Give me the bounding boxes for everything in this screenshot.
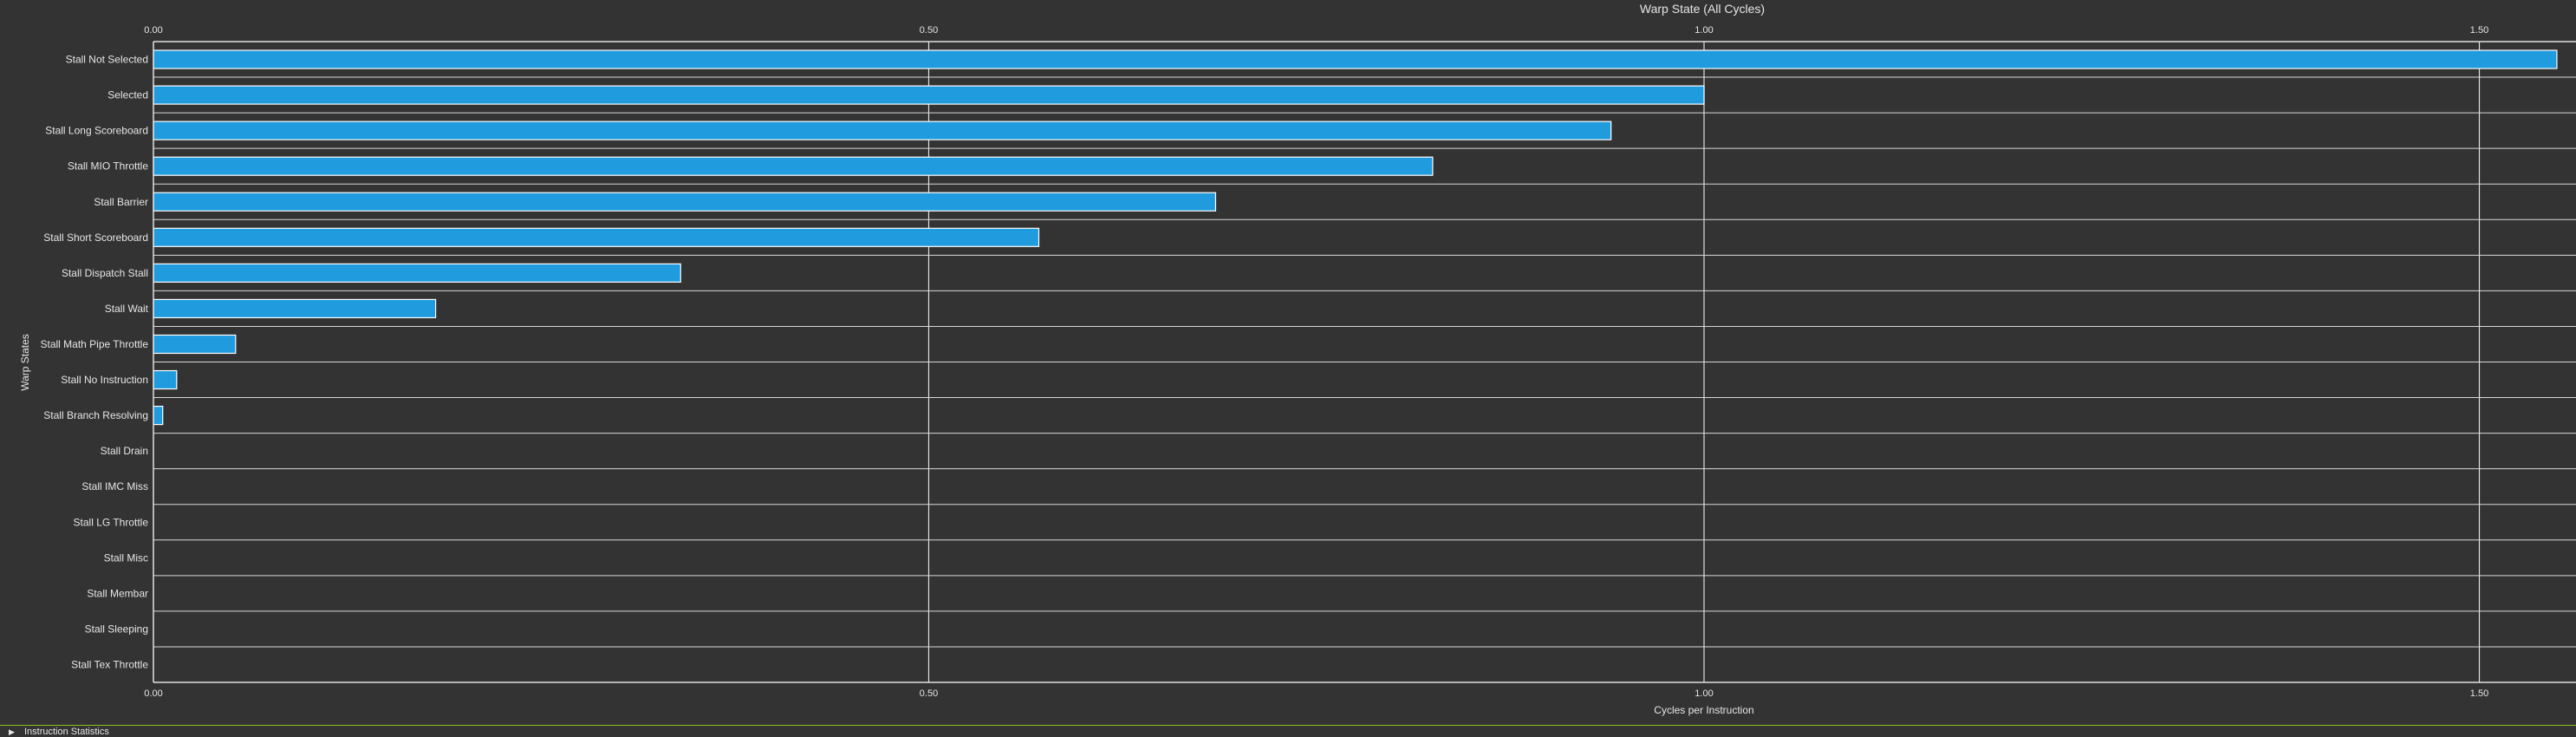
bottom-tick-label: 1.00 [1695,688,1713,699]
bar-stall-dispatch-stall[interactable] [153,263,681,283]
category-label: Stall Not Selected [66,54,148,66]
bar-stall-barrier[interactable] [153,192,1217,212]
triangle-right-icon[interactable]: ▶ [9,727,15,736]
category-label: Stall Tex Throttle [71,658,148,670]
top-tick-label: 0.50 [920,25,938,36]
bar-stall-long-scoreboard[interactable] [153,121,1612,140]
section-label: Instruction Statistics [24,727,109,737]
bottom-tick-label: 0.00 [144,688,162,699]
bar-stall-math-pipe-throttle[interactable] [153,334,237,355]
category-label: Stall IMC Miss [81,480,148,492]
bar-stall-wait[interactable] [153,298,437,319]
category-label: Stall Dispatch Stall [62,267,148,279]
top-tick-label: 1.50 [2470,25,2488,36]
bottom-tick-label: 0.50 [920,688,938,699]
bar-stall-no-instruction[interactable] [153,369,178,390]
bar-selected[interactable] [153,85,1705,105]
bar-stall-not-selected[interactable] [153,49,2558,69]
category-labels: Stall Not Selected Selected Stall Long Sco… [40,54,148,671]
category-label: Stall LG Throttle [74,516,149,528]
y-axis-label: Warp States [19,334,31,391]
category-label: Stall MIO Throttle [68,160,148,173]
category-label: Stall Branch Resolving [43,409,148,421]
category-label: Stall Long Scoreboard [45,125,148,137]
row-separators [153,76,2576,648]
category-label: Stall Wait [105,303,149,315]
bottom-tick-label: 1.50 [2470,688,2488,699]
category-label: Stall Membar [87,587,148,599]
bottom-tick-labels: 0.00 0.50 1.00 1.50 [144,688,2488,699]
category-label: Stall Drain [101,445,148,457]
bar-stall-short-scoreboard[interactable] [153,227,1040,247]
category-label: Stall Barrier [94,196,148,208]
instruction-statistics-section-header[interactable]: ▶ Instruction Statistics [0,725,2576,737]
x-axis-label: Cycles per Instruction [1654,704,1753,716]
top-tick-label: 1.00 [1695,25,1713,36]
bar-stall-mio-throttle[interactable] [153,156,1434,176]
top-tick-labels: 0.00 0.50 1.00 1.50 [144,25,2488,36]
category-label: Selected [107,89,148,101]
category-label: Stall Math Pipe Throttle [40,338,148,350]
bar-stall-branch-resolving[interactable] [153,405,164,426]
bars-group [153,49,2558,426]
category-label: Stall No Instruction [61,374,148,386]
category-label: Stall Short Scoreboard [43,232,148,244]
chart-title: Warp State (All Cycles) [1640,2,1765,16]
category-label: Stall Misc [104,551,148,564]
top-tick-label: 0.00 [144,25,162,36]
category-label: Stall Sleeping [85,623,148,635]
